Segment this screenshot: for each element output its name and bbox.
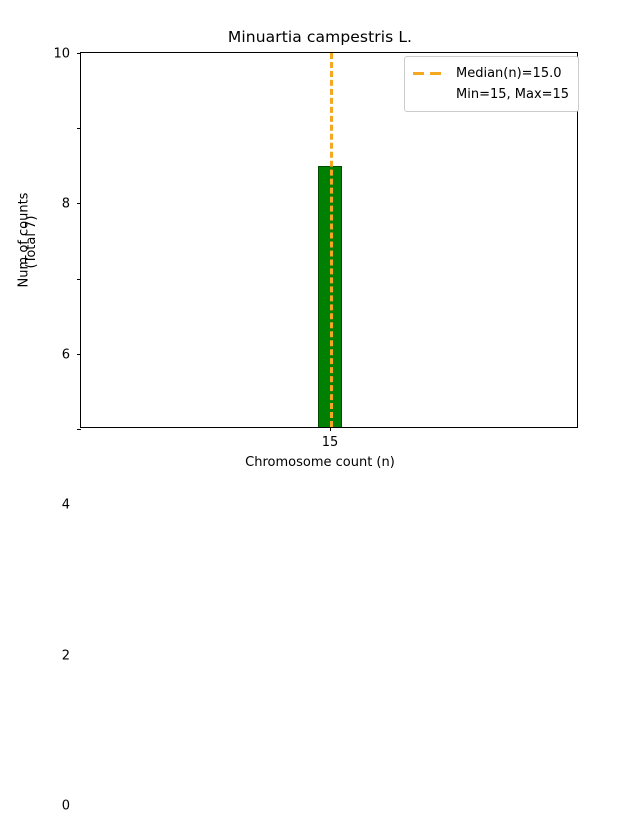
plot-axes: 0 2 4 6 8 10 15 xyxy=(53,47,578,814)
legend-item-label: Min=15, Max=15 xyxy=(456,87,570,102)
y-axis-tick: 2 xyxy=(62,353,81,663)
x-axis-tick-label: 15 xyxy=(321,435,339,450)
x-axis-label: Chromosome count (n) xyxy=(245,455,395,470)
y-axis-tick-label: 6 xyxy=(61,347,70,363)
chart-title: Minuartia campestris L. xyxy=(227,28,413,46)
legend-item-label: Median(n)=15.0 xyxy=(456,66,562,81)
y-axis-tick-label: 2 xyxy=(61,648,70,664)
y-axis-tick-label: 8 xyxy=(61,196,70,212)
legend-spacer xyxy=(413,93,447,96)
x-axis-tick xyxy=(330,427,331,431)
median-line xyxy=(330,53,333,427)
chart-figure: Minuartia campestris L. Num of counts (T… xyxy=(14,28,580,814)
y-axis-label-group: Num of counts (Total 7) xyxy=(14,52,40,428)
y-axis-tick: 8 xyxy=(62,128,81,212)
y-axis-tick-label: 10 xyxy=(53,46,70,62)
y-axis-tick: 6 xyxy=(62,203,81,362)
legend-dashed-line-icon xyxy=(413,72,447,75)
legend-item: Median(n)=15.0 xyxy=(413,63,569,84)
y-axis-tick: 10 xyxy=(53,47,81,62)
plot-area xyxy=(81,53,577,427)
y-axis-tick: 4 xyxy=(62,278,81,513)
legend-item: Min=15, Max=15 xyxy=(413,84,569,105)
y-axis-tick: 0 xyxy=(62,429,81,814)
y-axis-tick-label: 4 xyxy=(61,497,70,513)
y-axis-tick-label: 0 xyxy=(61,798,70,814)
y-axis-total-label: (Total 7) xyxy=(24,215,39,269)
chart-legend: Median(n)=15.0 Min=15, Max=15 xyxy=(404,56,580,112)
